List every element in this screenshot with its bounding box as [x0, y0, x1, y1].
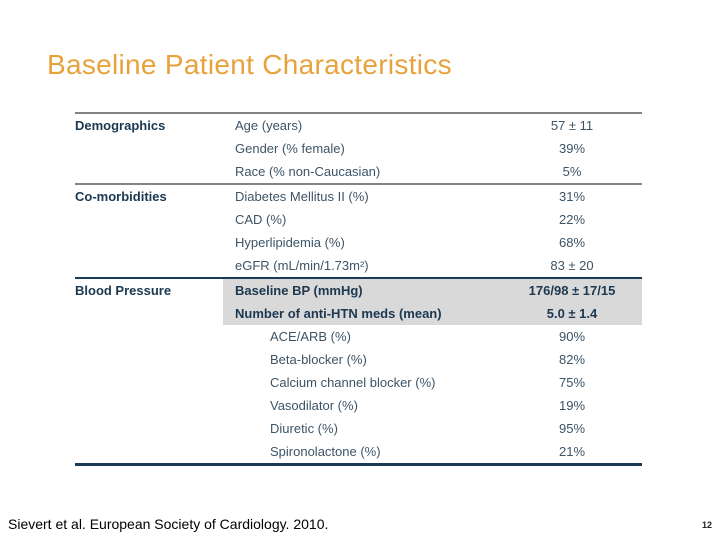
measure-label: Spironolactone (%) [270, 444, 381, 459]
measure-value: 82% [558, 352, 586, 367]
measure-value: 68% [558, 235, 586, 250]
measure-label: Age (years) [235, 118, 303, 133]
measure-value: 31% [558, 189, 586, 204]
measure-value: 22% [558, 212, 586, 227]
measure-label: Beta-blocker (%) [270, 352, 367, 367]
table-row: Beta-blocker (%) 82% [75, 348, 642, 371]
measure-value: 176/98 ± 17/15 [502, 279, 642, 302]
measure-label: Gender (% female) [235, 141, 345, 156]
measure-label: CAD (%) [235, 212, 287, 227]
category-label [75, 348, 223, 371]
category-label [75, 440, 223, 463]
table-row: Demographics Age (years) 57 ± 11 [75, 114, 642, 137]
table-row: Race (% non-Caucasian) 5% [75, 160, 642, 183]
table-row: Spironolactone (%) 21% [75, 440, 642, 463]
table-row: Hyperlipidemia (%) 68% [75, 231, 642, 254]
table-row: Co-morbidities Diabetes Mellitus II (%) 31… [75, 185, 642, 208]
table-row: eGFR (mL/min/1.73m²) 83 ± 20 [75, 254, 642, 277]
measure-value: 19% [558, 398, 586, 413]
measure-value: 21% [558, 444, 586, 459]
measure-value: 95% [558, 421, 586, 436]
table-row: Gender (% female) 39% [75, 137, 642, 160]
measure-value: 57 ± 11 [550, 118, 594, 133]
table-row: CAD (%) 22% [75, 208, 642, 231]
page-number: 12 [701, 520, 712, 530]
table-row: ACE/ARB (%) 90% [75, 325, 642, 348]
measure-label: Calcium channel blocker (%) [270, 375, 436, 390]
measure-value: 75% [558, 375, 586, 390]
measure-label: Hyperlipidemia (%) [235, 235, 345, 250]
table-row: Vasodilator (%) 19% [75, 394, 642, 417]
measure-label: Number of anti-HTN meds (mean) [223, 302, 502, 325]
measure-value: 5.0 ± 1.4 [502, 302, 642, 325]
category-label [75, 371, 223, 394]
table-section: Co-morbidities Diabetes Mellitus II (%) 31… [75, 185, 642, 279]
measure-value: 39% [558, 141, 586, 156]
measure-value: 5% [562, 164, 582, 179]
measure-value: 83 ± 20 [550, 258, 594, 273]
category-label [75, 325, 223, 348]
page-title: Baseline Patient Characteristics [47, 49, 452, 80]
table-row: Diuretic (%) 95% [75, 417, 642, 440]
measure-label: Race (% non-Caucasian) [235, 164, 381, 179]
measure-label: ACE/ARB (%) [270, 329, 351, 344]
category-label [75, 160, 223, 183]
category-label: Blood Pressure [75, 283, 172, 298]
category-label [75, 137, 223, 160]
characteristics-table: Demographics Age (years) 57 ± 11 Gender (% … [75, 112, 642, 466]
table-row: Blood Pressure Baseline BP (mmHg) 176/98 ±… [75, 279, 642, 302]
table-row: Calcium channel blocker (%) 75% [75, 371, 642, 394]
citation-text: Sievert et al. European Society of Cardi… [8, 516, 329, 532]
category-label: Co-morbidities [75, 189, 167, 204]
category-label [75, 417, 223, 440]
category-label: Demographics [75, 118, 166, 133]
category-label [75, 231, 223, 254]
category-label [75, 254, 223, 277]
table-section: Blood Pressure Baseline BP (mmHg) 176/98 ±… [75, 279, 642, 463]
measure-label: Baseline BP (mmHg) [223, 279, 502, 302]
category-label [75, 208, 223, 231]
measure-label: Diuretic (%) [270, 421, 338, 436]
table-section: Demographics Age (years) 57 ± 11 Gender (% … [75, 114, 642, 185]
table-row: Number of anti-HTN meds (mean) 5.0 ± 1.4 [75, 302, 642, 325]
category-label [75, 302, 223, 325]
measure-label: Diabetes Mellitus II (%) [235, 189, 369, 204]
measure-value: 90% [558, 329, 586, 344]
measure-label: eGFR (mL/min/1.73m²) [235, 258, 369, 273]
measure-label: Vasodilator (%) [270, 398, 358, 413]
category-label [75, 394, 223, 417]
